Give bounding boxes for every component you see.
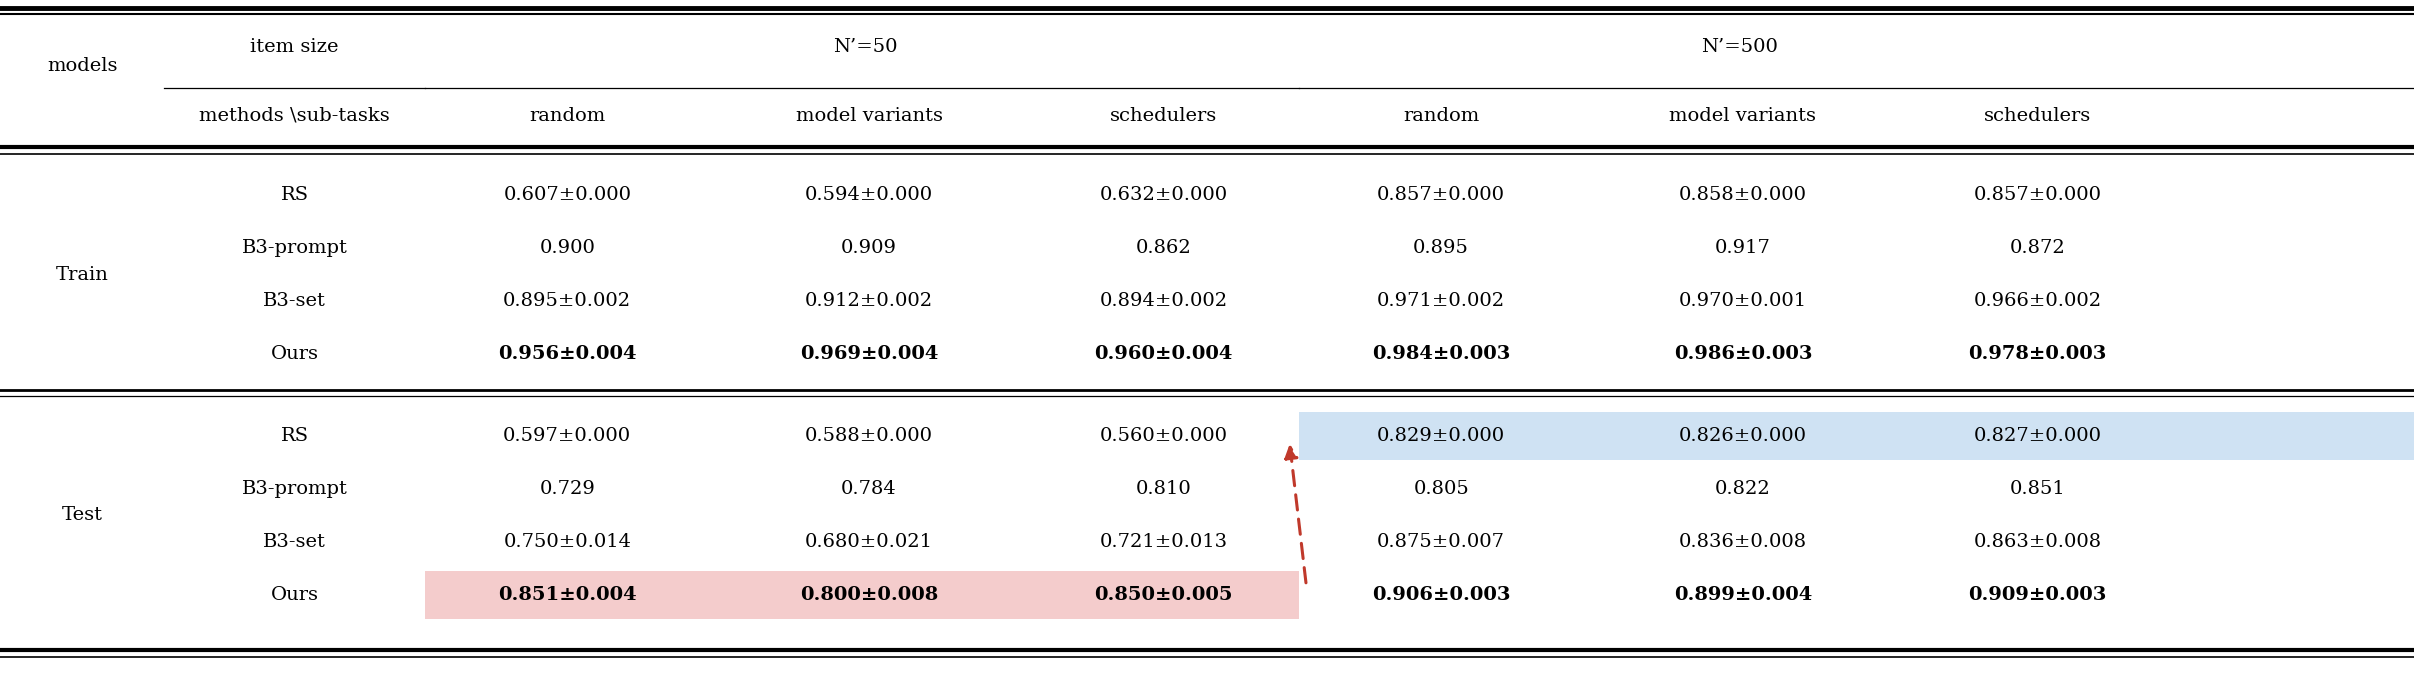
Text: 0.862: 0.862 — [1135, 239, 1193, 257]
Text: N’=50: N’=50 — [833, 38, 898, 56]
Text: 0.984±0.003: 0.984±0.003 — [1371, 345, 1511, 363]
Text: 0.894±0.002: 0.894±0.002 — [1098, 292, 1229, 310]
Text: B3-prompt: B3-prompt — [241, 480, 348, 498]
Text: N’=500: N’=500 — [1702, 38, 1777, 56]
Text: 0.900: 0.900 — [538, 239, 596, 257]
Text: 0.895: 0.895 — [1412, 239, 1470, 257]
Text: 0.857±0.000: 0.857±0.000 — [1972, 186, 2103, 204]
Text: 0.850±0.005: 0.850±0.005 — [1094, 586, 1234, 604]
Text: 0.810: 0.810 — [1135, 480, 1193, 498]
Text: 0.956±0.004: 0.956±0.004 — [497, 345, 637, 363]
Text: B3-set: B3-set — [263, 533, 326, 551]
Bar — [425, 571, 1299, 620]
Text: B3-set: B3-set — [263, 292, 326, 310]
Text: Test: Test — [63, 506, 101, 524]
Text: 0.721±0.013: 0.721±0.013 — [1098, 533, 1229, 551]
Text: model variants: model variants — [797, 107, 941, 125]
Text: 0.863±0.008: 0.863±0.008 — [1972, 533, 2103, 551]
Text: 0.805: 0.805 — [1412, 480, 1470, 498]
Text: 0.899±0.004: 0.899±0.004 — [1673, 586, 1813, 604]
Text: 0.607±0.000: 0.607±0.000 — [502, 186, 632, 204]
Text: 0.969±0.004: 0.969±0.004 — [799, 345, 939, 363]
Text: 0.822: 0.822 — [1714, 480, 1772, 498]
Text: 0.826±0.000: 0.826±0.000 — [1678, 427, 1808, 445]
Text: RS: RS — [280, 186, 309, 204]
Text: Ours: Ours — [270, 345, 319, 363]
Text: methods \sub-tasks: methods \sub-tasks — [198, 107, 391, 125]
Text: 0.971±0.002: 0.971±0.002 — [1376, 292, 1506, 310]
Text: 0.836±0.008: 0.836±0.008 — [1678, 533, 1808, 551]
Text: 0.560±0.000: 0.560±0.000 — [1098, 427, 1229, 445]
Text: 0.851: 0.851 — [2008, 480, 2066, 498]
Text: RS: RS — [280, 427, 309, 445]
Text: 0.875±0.007: 0.875±0.007 — [1376, 533, 1506, 551]
Text: 0.966±0.002: 0.966±0.002 — [1972, 292, 2103, 310]
Text: 0.978±0.003: 0.978±0.003 — [1967, 345, 2107, 363]
Text: 0.858±0.000: 0.858±0.000 — [1678, 186, 1808, 204]
Text: 0.632±0.000: 0.632±0.000 — [1098, 186, 1229, 204]
Text: 0.680±0.021: 0.680±0.021 — [804, 533, 934, 551]
Text: 0.960±0.004: 0.960±0.004 — [1094, 345, 1234, 363]
Text: 0.857±0.000: 0.857±0.000 — [1376, 186, 1506, 204]
Text: 0.784: 0.784 — [840, 480, 898, 498]
Text: 0.872: 0.872 — [2008, 239, 2066, 257]
Text: 0.829±0.000: 0.829±0.000 — [1376, 427, 1506, 445]
Bar — [1299, 412, 2414, 460]
Text: 0.986±0.003: 0.986±0.003 — [1673, 345, 1813, 363]
Text: item size: item size — [251, 38, 338, 56]
Text: 0.851±0.004: 0.851±0.004 — [497, 586, 637, 604]
Text: 0.906±0.003: 0.906±0.003 — [1371, 586, 1511, 604]
Text: schedulers: schedulers — [1110, 107, 1217, 125]
Text: 0.597±0.000: 0.597±0.000 — [502, 427, 632, 445]
Text: 0.912±0.002: 0.912±0.002 — [804, 292, 934, 310]
Text: random: random — [529, 107, 606, 125]
Text: 0.909: 0.909 — [840, 239, 898, 257]
Text: random: random — [1403, 107, 1480, 125]
Text: Ours: Ours — [270, 586, 319, 604]
Text: 0.827±0.000: 0.827±0.000 — [1972, 427, 2103, 445]
Text: 0.729: 0.729 — [538, 480, 596, 498]
Text: 0.588±0.000: 0.588±0.000 — [804, 427, 934, 445]
Text: 0.909±0.003: 0.909±0.003 — [1967, 586, 2107, 604]
Text: 0.895±0.002: 0.895±0.002 — [502, 292, 632, 310]
Text: Train: Train — [56, 266, 109, 284]
Text: 0.750±0.014: 0.750±0.014 — [502, 533, 632, 551]
Text: models: models — [46, 57, 118, 75]
Text: 0.594±0.000: 0.594±0.000 — [804, 186, 934, 204]
Text: 0.800±0.008: 0.800±0.008 — [799, 586, 939, 604]
FancyArrowPatch shape — [1287, 447, 1306, 583]
Text: model variants: model variants — [1670, 107, 1815, 125]
Text: B3-prompt: B3-prompt — [241, 239, 348, 257]
Text: 0.970±0.001: 0.970±0.001 — [1678, 292, 1808, 310]
Text: schedulers: schedulers — [1984, 107, 2091, 125]
Text: 0.917: 0.917 — [1714, 239, 1772, 257]
